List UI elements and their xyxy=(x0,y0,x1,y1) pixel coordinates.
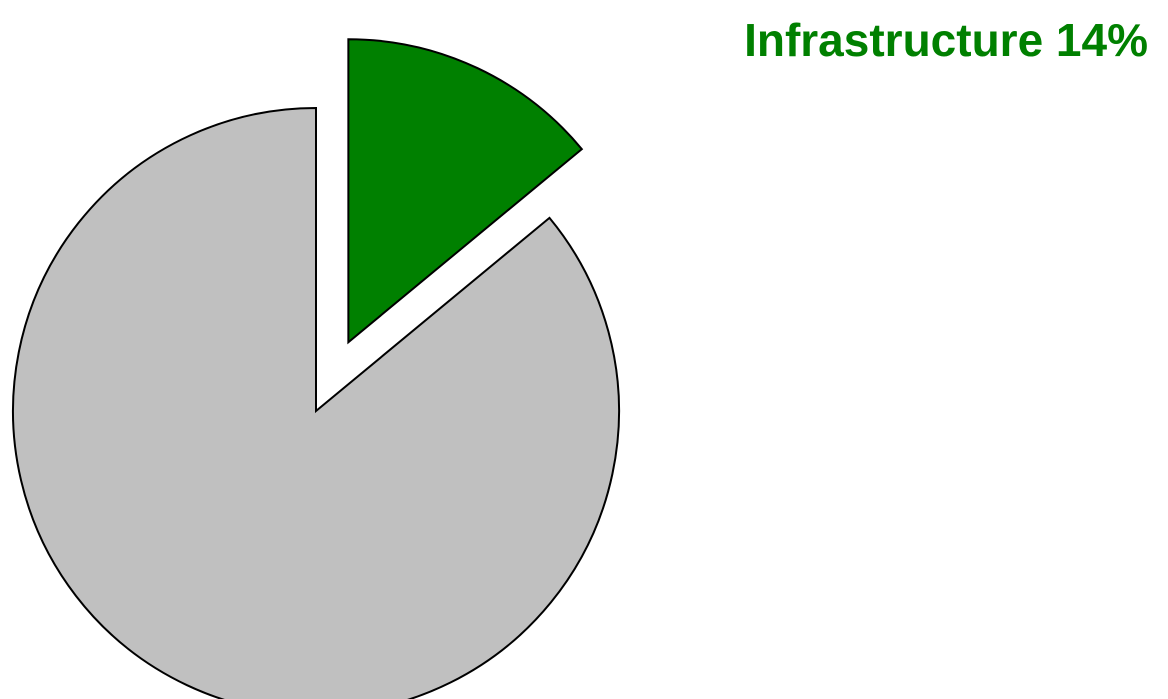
pie-slices xyxy=(12,38,620,699)
pie-slice-infrastructure xyxy=(347,38,584,345)
pie-slice-other xyxy=(12,106,620,699)
slice-label-infrastructure: Infrastructure 14% xyxy=(744,14,1148,66)
